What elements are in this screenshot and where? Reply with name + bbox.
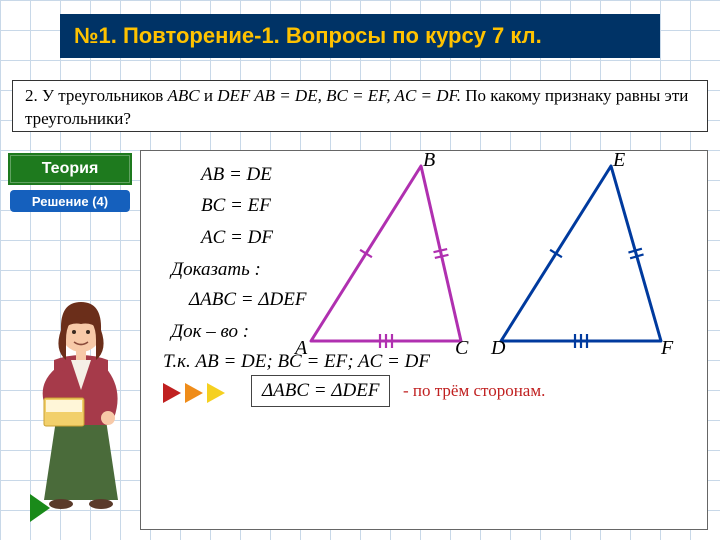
problem-tri2: DEF: [217, 86, 250, 105]
theory-button[interactable]: Теория: [10, 155, 130, 183]
solution-button[interactable]: Решение (4): [10, 190, 130, 212]
problem-number: 2.: [25, 86, 38, 105]
work-panel: AB = DE BC = EF AC = DF Доказать : ΔABC …: [140, 150, 708, 530]
problem-tri1: ABC: [167, 86, 199, 105]
problem-text-pre: У треугольников: [38, 86, 168, 105]
implication-arrows: [163, 383, 225, 403]
vertex-D: D: [491, 337, 505, 360]
proof-label: Док – во :: [171, 321, 249, 343]
vertex-C: C: [455, 337, 468, 360]
arrow-yellow: [207, 383, 225, 403]
problem-statement: 2. У треугольников ABC и DEF AB = DE, BC…: [12, 80, 708, 132]
arrow-red: [163, 383, 181, 403]
arrow-orange: [185, 383, 203, 403]
conclusion-box: ΔABC = ΔDEF: [251, 375, 390, 407]
problem-mid: и: [200, 86, 218, 105]
vertex-A: A: [295, 337, 307, 360]
slide-title: №1. Повторение-1. Вопросы по курсу 7 кл.: [74, 23, 542, 49]
vertex-F: F: [661, 337, 673, 360]
slide-header: №1. Повторение-1. Вопросы по курсу 7 кл.: [60, 14, 660, 58]
conclusion-reason: - по трём сторонам.: [403, 381, 545, 401]
conclusion-eq: ΔABC = ΔDEF: [262, 380, 379, 401]
next-slide-button[interactable]: [30, 494, 50, 522]
given-eq2: BC = EF: [201, 190, 273, 221]
theory-label: Теория: [42, 160, 99, 178]
given-eq3: AC = DF: [201, 222, 273, 253]
vertex-B: B: [423, 149, 435, 172]
problem-eqs: AB = DE, BC = EF, AC = DF.: [250, 86, 461, 105]
solution-label: Решение (4): [32, 194, 108, 209]
given-equations: AB = DE BC = EF AC = DF: [201, 159, 273, 253]
given-eq1: AB = DE: [201, 159, 273, 190]
prove-equation: ΔABC = ΔDEF: [189, 289, 306, 311]
teacher-illustration: [16, 290, 146, 510]
prove-label: Доказать :: [171, 259, 261, 281]
vertex-E: E: [613, 149, 625, 172]
